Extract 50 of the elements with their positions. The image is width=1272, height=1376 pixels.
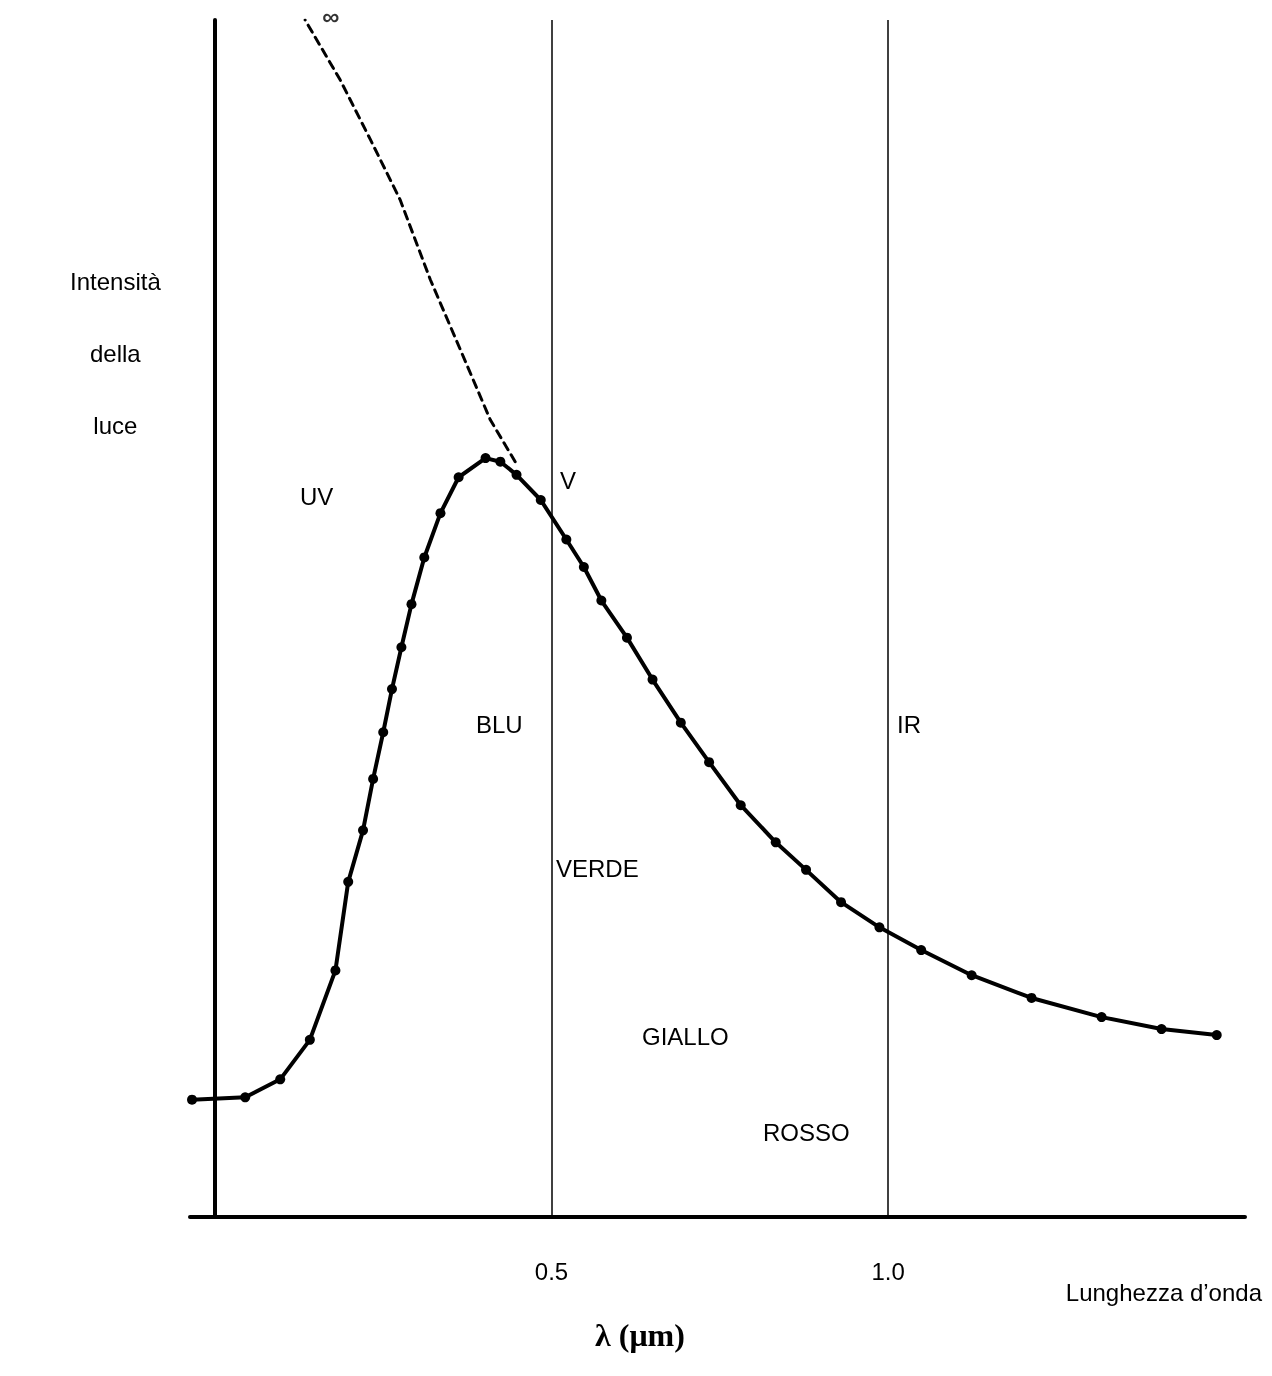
annotation: GIALLO — [642, 1022, 729, 1050]
point — [1026, 992, 1037, 1003]
point — [561, 534, 572, 545]
point — [330, 965, 341, 976]
point — [368, 773, 379, 784]
point — [836, 897, 847, 908]
point — [874, 922, 885, 933]
point — [1156, 1024, 1167, 1035]
point — [578, 562, 589, 573]
point — [386, 684, 397, 695]
point — [435, 508, 446, 519]
x-axis-title: Lunghezza d’onda — [1065, 1278, 1263, 1306]
x-tick-label: 0.5 — [534, 1257, 569, 1285]
point — [495, 456, 506, 467]
point — [275, 1074, 286, 1085]
point — [240, 1092, 251, 1103]
point — [535, 495, 546, 505]
point — [621, 632, 632, 643]
point — [419, 552, 430, 563]
point — [1211, 1030, 1222, 1041]
point — [511, 469, 522, 480]
annotation: ROSSO — [763, 1118, 850, 1146]
point — [453, 472, 464, 483]
point — [916, 945, 927, 956]
point — [378, 727, 389, 738]
annotation: BLU — [476, 710, 523, 738]
annotation: IR — [897, 710, 921, 738]
annotation: VERDE — [556, 854, 639, 882]
point — [343, 876, 354, 887]
point — [647, 674, 658, 685]
point — [358, 825, 369, 836]
point — [304, 1034, 315, 1045]
point — [187, 1094, 198, 1105]
point — [596, 595, 607, 606]
point — [770, 837, 781, 848]
point — [480, 453, 491, 464]
annotation: UV — [300, 482, 334, 510]
text: λ (μm) — [595, 1317, 685, 1353]
x-tick-label: 1.0 — [871, 1257, 905, 1285]
point — [396, 642, 407, 653]
point — [675, 717, 686, 728]
text: Intensità della luce — [70, 267, 161, 439]
point — [735, 800, 746, 811]
point — [801, 864, 812, 875]
point — [704, 757, 715, 768]
annotation: V — [560, 466, 577, 494]
annotation: ∞ — [322, 2, 340, 30]
point — [1096, 1012, 1107, 1023]
point — [406, 599, 417, 610]
point — [966, 970, 977, 981]
